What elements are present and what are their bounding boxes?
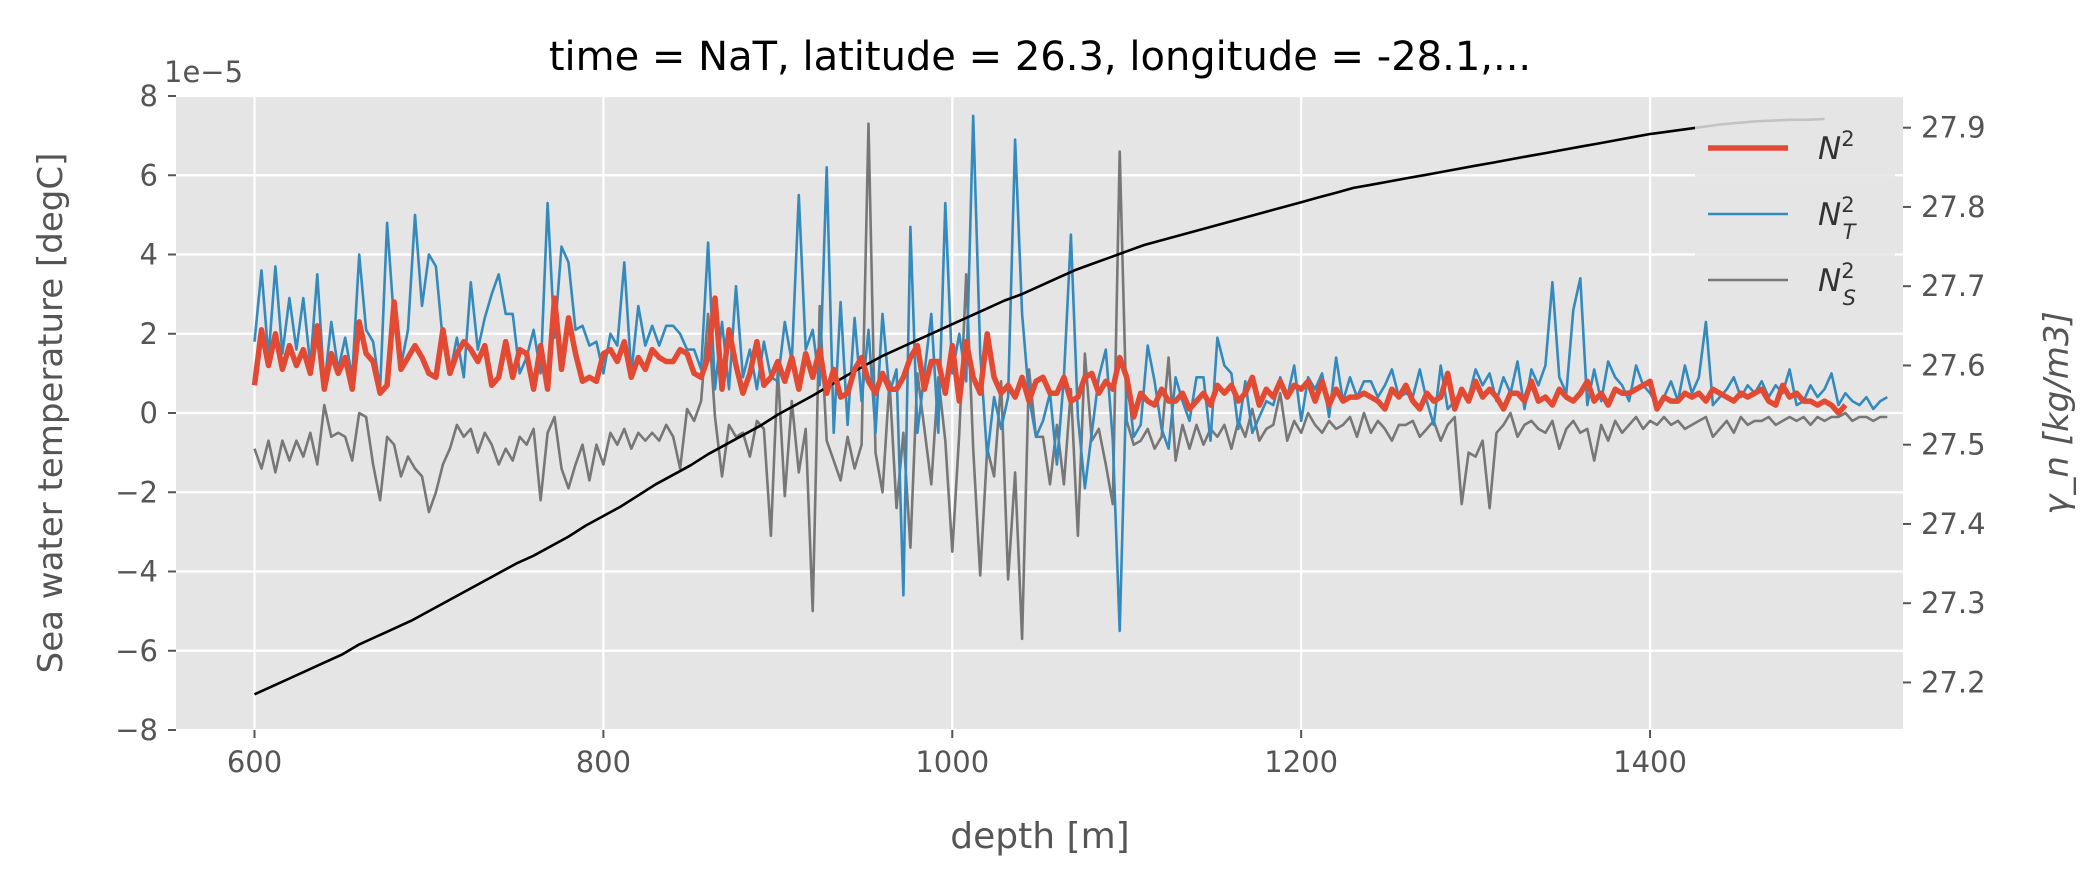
series-layer: [251, 114, 1888, 696]
y-tick-label: 6: [140, 158, 158, 192]
x-tick-label: 800: [576, 745, 631, 779]
legend: N2 N2 T N2 S: [1695, 112, 1895, 312]
y-axis-label: Sea water temperature [degC]: [31, 153, 71, 674]
grid: [176, 94, 1903, 732]
legend-label-1: N2 T: [1818, 193, 1858, 244]
series-line-0: [251, 295, 1848, 420]
y-tick-label: −4: [115, 555, 158, 589]
x-tick-label: 1000: [915, 745, 989, 779]
y-tick-label: 2: [140, 317, 158, 351]
x-axis: 600 800 1000 1200 1400: [227, 730, 1687, 779]
y2-tick-label: 27.7: [1921, 269, 1986, 303]
y-tick-label: −6: [115, 634, 158, 668]
x-tick-label: 600: [227, 745, 282, 779]
y-tick-label: −2: [115, 475, 158, 509]
right-axis: 27.2 27.3 27.4 27.5 27.6 27.7 27.8 27.9: [1903, 111, 1986, 699]
x-tick-label: 1200: [1264, 745, 1338, 779]
x-axis-label: depth [m]: [950, 816, 1129, 857]
y-tick-label: −8: [115, 713, 158, 747]
legend-label-2: N2 S: [1818, 259, 1856, 310]
y2-tick-label: 27.9: [1921, 111, 1986, 145]
y-tick-label: 8: [140, 79, 158, 113]
chart-title: time = NaT, latitude = 26.3, longitude =…: [549, 34, 1531, 80]
y-offset-label: 1e−5: [164, 55, 243, 89]
y2-tick-label: 27.6: [1921, 348, 1986, 382]
left-axis: −8 −6 −4 −2 0 2 4 6 8: [115, 79, 176, 747]
series-line-3: [253, 117, 1825, 696]
y2-tick-label: 27.2: [1921, 665, 1986, 699]
legend-box: [1695, 112, 1895, 312]
y-tick-label: 4: [140, 238, 158, 272]
x-tick-label: 1400: [1613, 745, 1687, 779]
legend-label-0: N2: [1818, 127, 1855, 167]
y2-tick-label: 27.4: [1921, 507, 1986, 541]
y-tick-label: 0: [140, 396, 158, 430]
series-line-2: [253, 122, 1888, 641]
y2-tick-label: 27.8: [1921, 190, 1986, 224]
y2-tick-label: 27.5: [1921, 428, 1986, 462]
y2-axis-label: γ_n [kg/m3]: [2037, 311, 2077, 515]
y2-tick-label: 27.3: [1921, 586, 1986, 620]
